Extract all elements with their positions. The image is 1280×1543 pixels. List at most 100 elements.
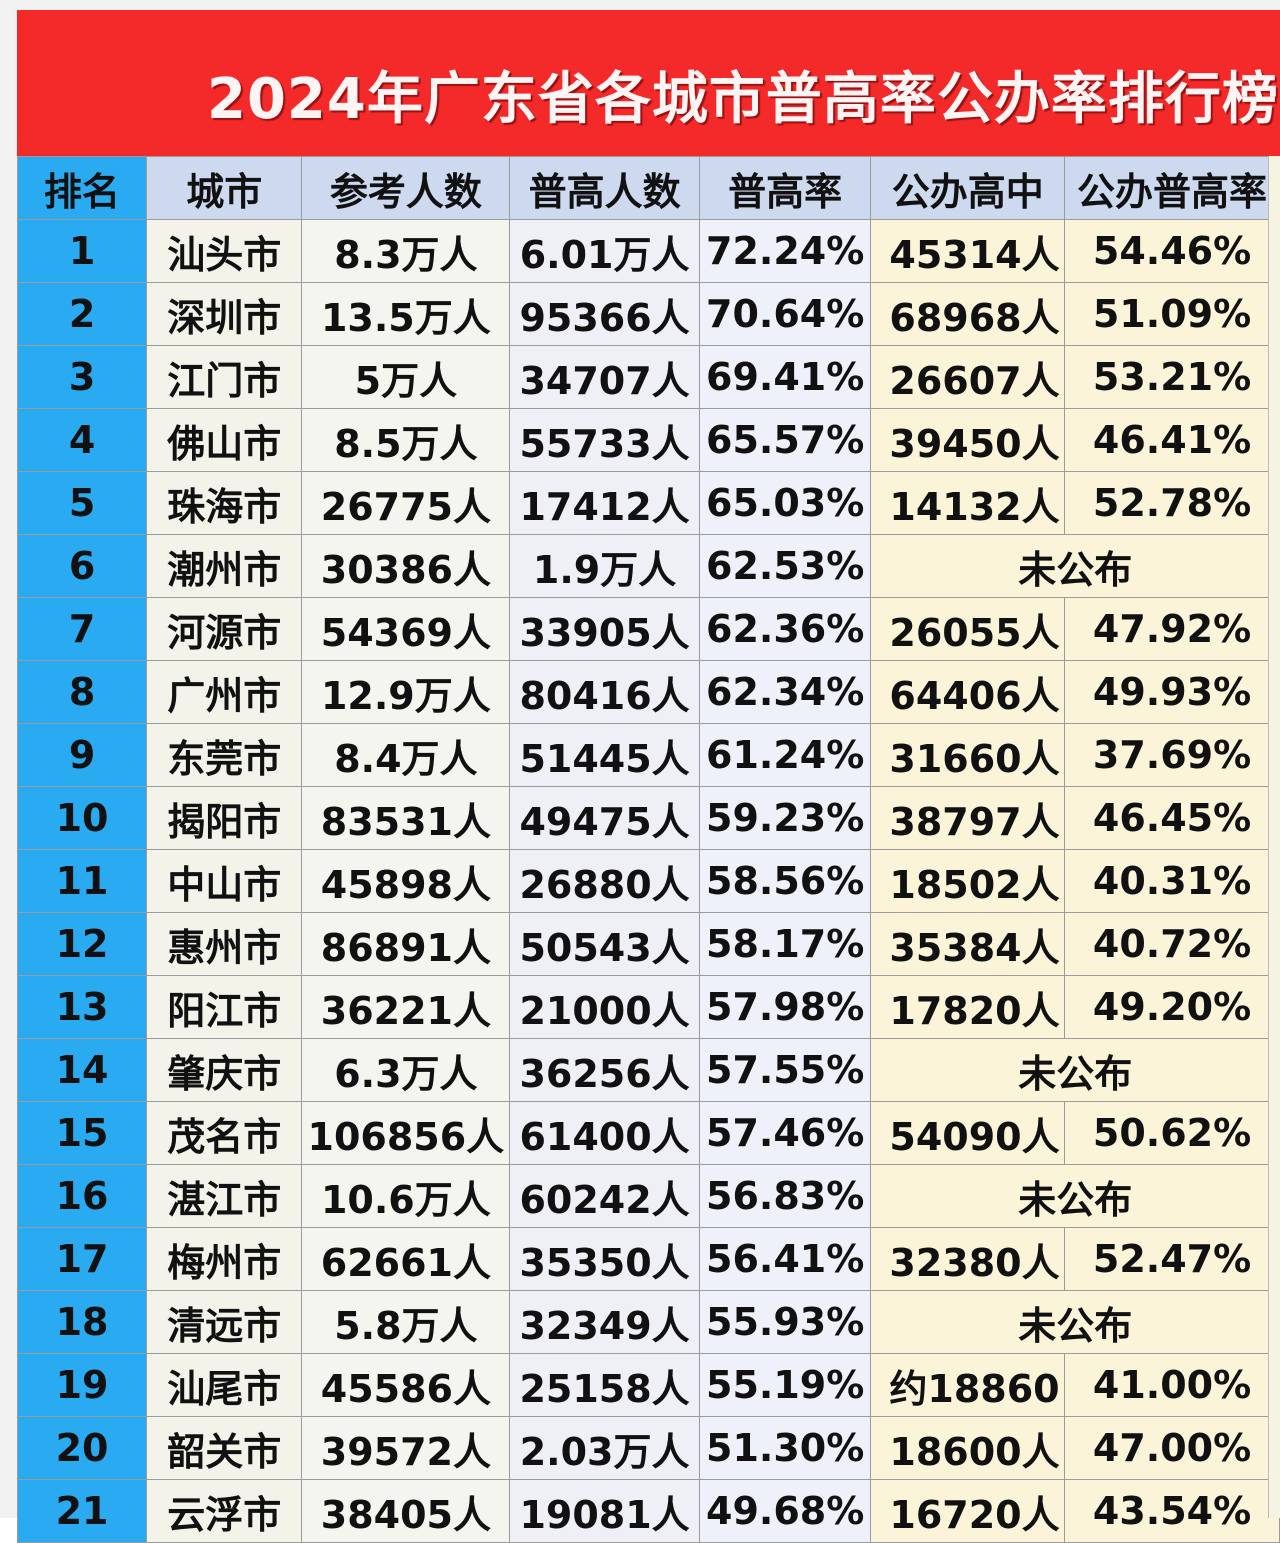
city-cell: 江门市 — [146, 345, 303, 409]
rank-cell: 12 — [16, 912, 148, 976]
city-cell: 东莞市 — [146, 723, 303, 787]
rank-cell: 1 — [16, 219, 148, 283]
public-rate-cell: 52.47% — [1064, 1227, 1280, 1291]
general-count-cell: 32349人 — [509, 1290, 700, 1354]
city-cell: 广州市 — [146, 660, 303, 724]
general-rate-cell: 72.24% — [698, 219, 872, 283]
sheet-edge — [1268, 156, 1280, 1518]
not-published-cell: 未公布 — [870, 1038, 1280, 1102]
general-count-cell: 60242人 — [509, 1164, 700, 1228]
city-cell: 揭阳市 — [146, 786, 303, 850]
general-count-cell: 80416人 — [509, 660, 700, 724]
exam-count-cell: 5万人 — [301, 345, 511, 409]
general-rate-cell: 57.98% — [698, 975, 872, 1039]
general-count-cell: 36256人 — [509, 1038, 700, 1102]
general-rate-cell: 56.83% — [698, 1164, 872, 1228]
rank-cell: 6 — [16, 534, 148, 598]
city-cell: 梅州市 — [146, 1227, 303, 1291]
table-row: 8 广州市 12.9万人 80416人 62.34% 64406人 49.93% — [16, 660, 1280, 724]
general-rate-cell: 65.03% — [698, 471, 872, 535]
table-row: 4 佛山市 8.5万人 55733人 65.57% 39450人 46.41% — [16, 408, 1280, 472]
general-count-cell: 25158人 — [509, 1353, 700, 1417]
exam-count-cell: 13.5万人 — [301, 282, 511, 346]
city-cell: 佛山市 — [146, 408, 303, 472]
city-cell: 肇庆市 — [146, 1038, 303, 1102]
table-row: 13 阳江市 36221人 21000人 57.98% 17820人 49.20% — [16, 975, 1280, 1039]
exam-count-cell: 10.6万人 — [301, 1164, 511, 1228]
not-published-cell: 未公布 — [870, 1164, 1280, 1228]
ranking-table: 排名 城市 参考人数 普高人数 普高率 公办高中 公办普高率 1 汕头市 8.3万人… — [16, 156, 1280, 1543]
rank-cell: 4 — [16, 408, 148, 472]
general-count-cell: 1.9万人 — [509, 534, 700, 598]
city-cell: 河源市 — [146, 597, 303, 661]
general-count-cell: 51445人 — [509, 723, 700, 787]
city-cell: 清远市 — [146, 1290, 303, 1354]
rank-cell: 11 — [16, 849, 148, 913]
general-count-cell: 49475人 — [509, 786, 700, 850]
city-cell: 韶关市 — [146, 1416, 303, 1480]
public-rate-cell: 49.93% — [1064, 660, 1280, 724]
general-count-cell: 2.03万人 — [509, 1416, 700, 1480]
general-count-cell: 35350人 — [509, 1227, 700, 1291]
general-rate-cell: 69.41% — [698, 345, 872, 409]
table-row: 14 肇庆市 6.3万人 36256人 57.55% 未公布 — [16, 1038, 1280, 1102]
city-cell: 阳江市 — [146, 975, 303, 1039]
public-rate-cell: 51.09% — [1064, 282, 1280, 346]
table-row: 20 韶关市 39572人 2.03万人 51.30% 18600人 47.00% — [16, 1416, 1280, 1480]
general-count-cell: 61400人 — [509, 1101, 700, 1165]
general-count-cell: 6.01万人 — [509, 219, 700, 283]
exam-count-cell: 83531人 — [301, 786, 511, 850]
rank-cell: 10 — [16, 786, 148, 850]
exam-count-cell: 62661人 — [301, 1227, 511, 1291]
page-title: 2024年广东省各城市普高率公办率排行榜 — [207, 67, 1279, 132]
general-rate-cell: 58.56% — [698, 849, 872, 913]
general-rate-cell: 59.23% — [698, 786, 872, 850]
table-row: 9 东莞市 8.4万人 51445人 61.24% 31660人 37.69% — [16, 723, 1280, 787]
general-count-cell: 17412人 — [509, 471, 700, 535]
public-rate-cell: 40.31% — [1064, 849, 1280, 913]
general-count-cell: 21000人 — [509, 975, 700, 1039]
public-rate-cell: 52.78% — [1064, 471, 1280, 535]
rank-cell: 5 — [16, 471, 148, 535]
public-school-cell: 35384人 — [870, 912, 1066, 976]
city-cell: 云浮市 — [146, 1479, 303, 1543]
general-count-cell: 19081人 — [509, 1479, 700, 1543]
table-row: 6 潮州市 30386人 1.9万人 62.53% 未公布 — [16, 534, 1280, 598]
exam-count-cell: 45586人 — [301, 1353, 511, 1417]
public-rate-cell: 53.21% — [1064, 345, 1280, 409]
table-row: 10 揭阳市 83531人 49475人 59.23% 38797人 46.45% — [16, 786, 1280, 850]
public-school-cell: 26055人 — [870, 597, 1066, 661]
public-rate-cell: 46.41% — [1064, 408, 1280, 472]
general-rate-cell: 61.24% — [698, 723, 872, 787]
rank-cell: 19 — [16, 1353, 148, 1417]
public-school-cell: 16720人 — [870, 1479, 1066, 1543]
table-row: 15 茂名市 106856人 61400人 57.46% 54090人 50.62% — [16, 1101, 1280, 1165]
public-school-cell: 54090人 — [870, 1101, 1066, 1165]
table-row: 18 清远市 5.8万人 32349人 55.93% 未公布 — [16, 1290, 1280, 1354]
rank-cell: 16 — [16, 1164, 148, 1228]
public-rate-cell: 47.00% — [1064, 1416, 1280, 1480]
public-school-cell: 约18860 — [870, 1353, 1066, 1417]
public-rate-cell: 54.46% — [1064, 219, 1280, 283]
table-row: 19 汕尾市 45586人 25158人 55.19% 约18860 41.00% — [16, 1353, 1280, 1417]
public-rate-cell: 49.20% — [1064, 975, 1280, 1039]
exam-count-cell: 30386人 — [301, 534, 511, 598]
exam-count-cell: 8.3万人 — [301, 219, 511, 283]
rank-cell: 20 — [16, 1416, 148, 1480]
general-rate-cell: 56.41% — [698, 1227, 872, 1291]
general-rate-cell: 51.30% — [698, 1416, 872, 1480]
rank-cell: 13 — [16, 975, 148, 1039]
general-rate-cell: 62.53% — [698, 534, 872, 598]
rank-cell: 7 — [16, 597, 148, 661]
header-general-rate: 普高率 — [698, 156, 872, 220]
public-school-cell: 45314人 — [870, 219, 1066, 283]
header-general-count: 普高人数 — [509, 156, 700, 220]
city-cell: 珠海市 — [146, 471, 303, 535]
header-public-rate: 公办普高率 — [1064, 156, 1280, 220]
general-count-cell: 26880人 — [509, 849, 700, 913]
general-rate-cell: 70.64% — [698, 282, 872, 346]
public-school-cell: 68968人 — [870, 282, 1066, 346]
table-row: 21 云浮市 38405人 19081人 49.68% 16720人 43.54% — [16, 1479, 1280, 1543]
city-cell: 汕头市 — [146, 219, 303, 283]
